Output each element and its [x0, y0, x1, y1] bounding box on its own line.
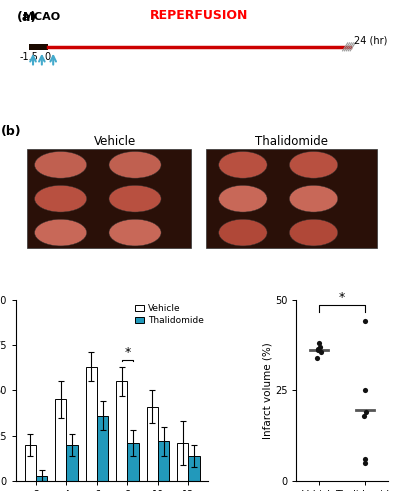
- Ellipse shape: [109, 152, 161, 178]
- FancyBboxPatch shape: [27, 149, 191, 248]
- Text: *: *: [339, 291, 345, 304]
- Point: [362, 318, 368, 326]
- Bar: [177, 443, 188, 481]
- Point: [316, 339, 322, 347]
- Bar: [188, 456, 200, 481]
- Ellipse shape: [34, 152, 87, 178]
- Text: 0: 0: [44, 52, 50, 62]
- Bar: [36, 476, 47, 481]
- Point: [315, 347, 322, 355]
- Bar: [116, 382, 128, 481]
- Text: (a): (a): [17, 11, 38, 24]
- Ellipse shape: [34, 186, 87, 212]
- Point: [361, 412, 367, 420]
- Text: -1.5: -1.5: [19, 52, 38, 62]
- Point: [362, 386, 368, 394]
- Text: MCAO: MCAO: [23, 12, 60, 22]
- Ellipse shape: [219, 186, 267, 212]
- Bar: [25, 445, 36, 481]
- Text: Vehicle: Vehicle: [94, 135, 136, 148]
- Text: (b): (b): [1, 125, 22, 138]
- Bar: [128, 443, 139, 481]
- Legend: Vehicle, Thalidomide: Vehicle, Thalidomide: [135, 304, 204, 325]
- Bar: [55, 400, 66, 481]
- Point: [317, 343, 324, 351]
- Bar: [158, 441, 169, 481]
- Ellipse shape: [109, 219, 161, 246]
- Bar: [66, 445, 78, 481]
- Ellipse shape: [290, 152, 338, 178]
- Text: 24 (hr): 24 (hr): [354, 35, 387, 46]
- Point: [363, 408, 369, 416]
- Ellipse shape: [219, 219, 267, 246]
- Text: REPERFUSION: REPERFUSION: [150, 9, 248, 22]
- Point: [318, 348, 324, 356]
- Ellipse shape: [290, 186, 338, 212]
- Ellipse shape: [219, 152, 267, 178]
- Point: [315, 345, 321, 353]
- Ellipse shape: [34, 219, 87, 246]
- Text: Thalidomide: Thalidomide: [255, 135, 328, 148]
- Point: [362, 456, 368, 464]
- Y-axis label: Infarct volume (%): Infarct volume (%): [262, 342, 272, 439]
- Bar: [86, 367, 97, 481]
- FancyBboxPatch shape: [206, 149, 377, 248]
- Ellipse shape: [109, 186, 161, 212]
- Point: [362, 459, 368, 467]
- Text: *: *: [124, 346, 130, 358]
- Ellipse shape: [290, 219, 338, 246]
- Bar: [147, 407, 158, 481]
- Bar: [97, 416, 108, 481]
- Point: [314, 354, 321, 362]
